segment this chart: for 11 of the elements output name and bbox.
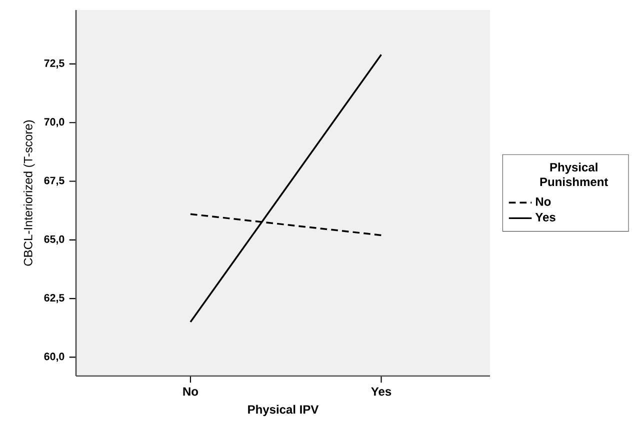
x-axis-title: Physical IPV <box>248 404 319 416</box>
y-tick-label: 60,0 <box>44 352 64 362</box>
y-tick-label: 72,5 <box>44 59 64 69</box>
legend-label: Yes <box>535 213 556 222</box>
legend-title: Physical Punishment <box>540 162 608 186</box>
y-tick-label: 62,5 <box>44 294 64 304</box>
y-tick-label: 67,5 <box>44 176 64 186</box>
y-tick-label: 70,0 <box>44 118 64 128</box>
legend-label: No <box>536 197 551 206</box>
y-axis-title: CBCL-Interiorized (T-score) <box>24 120 35 266</box>
y-tick-label: 65,0 <box>44 235 64 244</box>
